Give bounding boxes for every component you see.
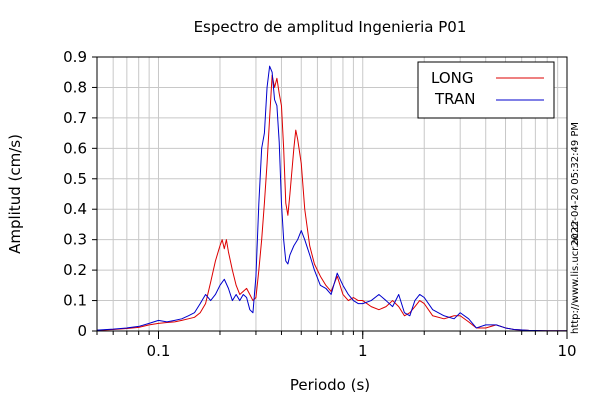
y-tick-label: 0 [77,322,87,340]
y-tick-label: 0.5 [63,170,87,188]
y-axis-label: Amplitud (cm/s) [6,134,24,254]
x-axis-label: Periodo (s) [290,376,370,394]
y-tick-label: 0.3 [63,231,87,249]
y-tick-label: 0.8 [63,78,87,96]
legend: LONG TRAN [417,61,555,119]
grid-lines [96,56,567,332]
y-tick-label: 0.9 [63,48,87,66]
x-tick-label: 0.1 [147,342,171,360]
timestamp-annotation: 2022-04-20 05:32:49 PM [570,122,581,246]
y-tick-label: 0.7 [63,109,87,127]
legend-box [417,61,555,119]
y-tick-label: 0.2 [63,261,87,279]
x-tick-label: 1 [358,342,368,360]
plot-series [96,65,567,332]
axis-ticks: 0 0.1 0.2 0.3 0.4 0.5 0.6 0.7 0.8 0.9 0.1 1 10 [63,48,576,360]
source-url-annotation: http://www.lis.ucr.ac.cr [570,219,581,334]
x-tick-label: 10 [557,342,576,360]
y-tick-label: 0.4 [63,200,87,218]
y-tick-label: 0.6 [63,139,87,157]
series-line-tran [96,65,567,332]
legend-label-long: LONG [431,69,473,87]
y-tick-label: 0.1 [63,292,87,310]
plot-frame [96,56,568,332]
legend-label-tran: TRAN [434,90,475,108]
series-line-long [96,74,567,332]
chart-title: Espectro de amplitud Ingenieria P01 [194,18,467,36]
